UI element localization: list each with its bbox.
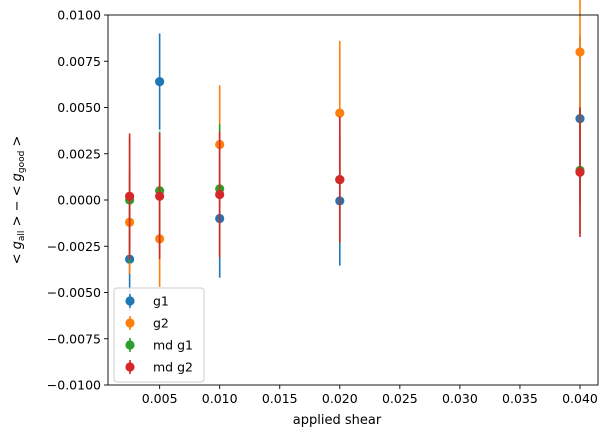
- legend-marker: [125, 340, 135, 350]
- y-tick-label: 0.0100: [57, 8, 101, 23]
- x-axis-label: applied shear: [293, 413, 382, 428]
- data-point-g2: [335, 108, 345, 118]
- y-axis: −0.0100 −0.0075 −0.0050 −0.0025 0.0000 0.0025…: [47, 8, 108, 393]
- y-tick-label: 0.0000: [57, 193, 101, 208]
- x-tick-label: 0.010: [202, 391, 238, 406]
- x-tick-label: 0.015: [262, 391, 298, 406]
- data-point-md-g2: [215, 189, 225, 200]
- legend-label: md g2: [153, 360, 193, 375]
- data-point-md-g2: [155, 191, 165, 201]
- legend-box: [113, 287, 205, 383]
- data-point-md-g2: [125, 191, 135, 201]
- series-md-g2: [125, 107, 585, 260]
- x-tick-label: 0.030: [442, 391, 478, 406]
- x-tick-label: 0.035: [502, 391, 538, 406]
- x-tick-label: 0.005: [142, 391, 178, 406]
- x-axis: 0.005 0.010 0.015 0.020 0.025 0.030 0.035 0.040: [142, 385, 598, 406]
- y-tick-label: −0.0050: [47, 285, 101, 300]
- legend-marker: [125, 296, 135, 306]
- x-tick-label: 0.025: [382, 391, 418, 406]
- y-tick-label: −0.0075: [47, 331, 101, 346]
- data-point-md-g2: [575, 167, 585, 177]
- y-tick-label: 0.0050: [57, 100, 101, 115]
- y-axis-label: < gall > − < ggood >: [10, 136, 27, 265]
- legend-label: md g1: [153, 338, 193, 353]
- legend-marker: [125, 362, 135, 372]
- legend: g1 g2 md g1 md g2: [113, 287, 205, 383]
- x-tick-label: 0.040: [562, 391, 598, 406]
- data-point-md-g2: [335, 175, 345, 185]
- plot-area: [125, 0, 585, 311]
- data-point-g1: [155, 77, 165, 87]
- axes-frame: [107, 14, 599, 386]
- y-tick-label: −0.0100: [47, 378, 101, 393]
- legend-label: g1: [153, 294, 169, 309]
- x-tick-label: 0.020: [322, 391, 358, 406]
- legend-label: g2: [153, 316, 169, 331]
- y-tick-label: 0.0025: [57, 146, 101, 161]
- data-point-g2: [575, 47, 585, 57]
- y-tick-label: 0.0075: [57, 54, 101, 69]
- legend-marker: [125, 318, 135, 328]
- y-tick-label: −0.0025: [47, 239, 101, 254]
